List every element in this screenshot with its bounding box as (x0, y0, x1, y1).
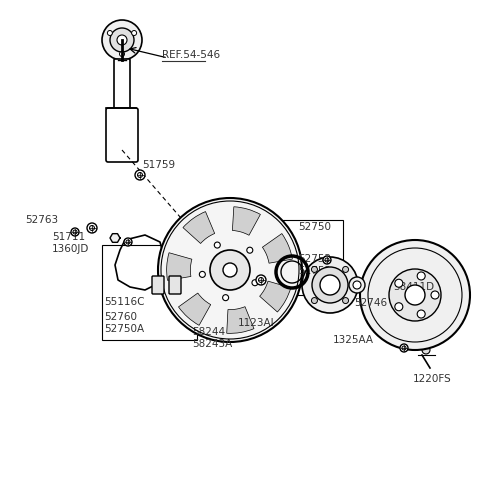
Circle shape (400, 344, 408, 352)
Circle shape (71, 228, 79, 236)
Text: 52746: 52746 (354, 298, 387, 308)
Circle shape (158, 198, 302, 342)
Circle shape (214, 242, 220, 248)
Circle shape (431, 291, 439, 299)
FancyBboxPatch shape (106, 108, 138, 162)
Circle shape (343, 266, 348, 273)
Text: 51711: 51711 (52, 232, 85, 242)
Circle shape (402, 346, 406, 350)
Circle shape (223, 295, 228, 300)
FancyBboxPatch shape (152, 276, 164, 294)
Text: 1360JD: 1360JD (52, 244, 89, 254)
Text: 1325AA: 1325AA (333, 335, 374, 345)
Circle shape (223, 263, 237, 277)
Circle shape (137, 172, 143, 178)
Circle shape (73, 230, 77, 234)
Circle shape (325, 258, 329, 262)
Circle shape (247, 247, 253, 253)
Polygon shape (110, 234, 120, 242)
Wedge shape (183, 212, 215, 243)
Wedge shape (260, 281, 291, 312)
Circle shape (89, 226, 95, 230)
Circle shape (302, 257, 358, 313)
Circle shape (417, 310, 425, 318)
Circle shape (126, 240, 130, 244)
Wedge shape (167, 253, 192, 280)
Circle shape (323, 256, 331, 264)
FancyBboxPatch shape (169, 276, 181, 294)
Circle shape (132, 31, 137, 36)
Text: 52763: 52763 (25, 215, 58, 225)
Circle shape (395, 279, 403, 287)
Circle shape (135, 170, 145, 180)
Circle shape (117, 35, 127, 45)
Wedge shape (263, 234, 292, 263)
Circle shape (349, 277, 365, 293)
Text: 52760: 52760 (104, 312, 137, 322)
Text: 1220FS: 1220FS (413, 374, 452, 384)
Text: 51759: 51759 (142, 160, 175, 170)
Circle shape (343, 298, 348, 303)
Circle shape (124, 238, 132, 246)
Circle shape (422, 346, 430, 354)
Bar (102, 245, 197, 340)
Circle shape (312, 267, 348, 303)
Circle shape (389, 269, 441, 321)
Text: 55116C: 55116C (104, 297, 144, 307)
Text: 52750A: 52750A (104, 324, 144, 334)
Circle shape (353, 281, 361, 289)
Circle shape (210, 250, 250, 290)
Circle shape (405, 285, 425, 305)
Circle shape (395, 303, 403, 311)
Circle shape (110, 28, 134, 52)
Wedge shape (179, 293, 211, 325)
Text: 1123AI: 1123AI (238, 318, 275, 328)
Text: 52750: 52750 (298, 222, 331, 232)
Circle shape (417, 272, 425, 280)
Circle shape (108, 31, 112, 36)
Text: REF.54-546: REF.54-546 (162, 50, 220, 60)
FancyBboxPatch shape (114, 59, 130, 111)
Circle shape (87, 223, 97, 233)
Circle shape (360, 240, 470, 350)
Bar (283, 220, 343, 295)
Circle shape (256, 275, 266, 285)
Circle shape (312, 298, 317, 303)
Circle shape (199, 271, 205, 277)
Text: 51752: 51752 (298, 266, 331, 276)
Text: 52752: 52752 (298, 254, 331, 264)
Wedge shape (232, 207, 261, 235)
Circle shape (120, 51, 124, 57)
Circle shape (252, 280, 258, 286)
Text: 58411D: 58411D (393, 282, 434, 292)
Circle shape (320, 275, 340, 295)
Circle shape (102, 20, 142, 60)
Circle shape (259, 277, 264, 283)
Wedge shape (227, 307, 254, 333)
Text: 58243A: 58243A (192, 339, 232, 349)
Circle shape (312, 266, 317, 273)
Text: 58244: 58244 (192, 327, 225, 337)
